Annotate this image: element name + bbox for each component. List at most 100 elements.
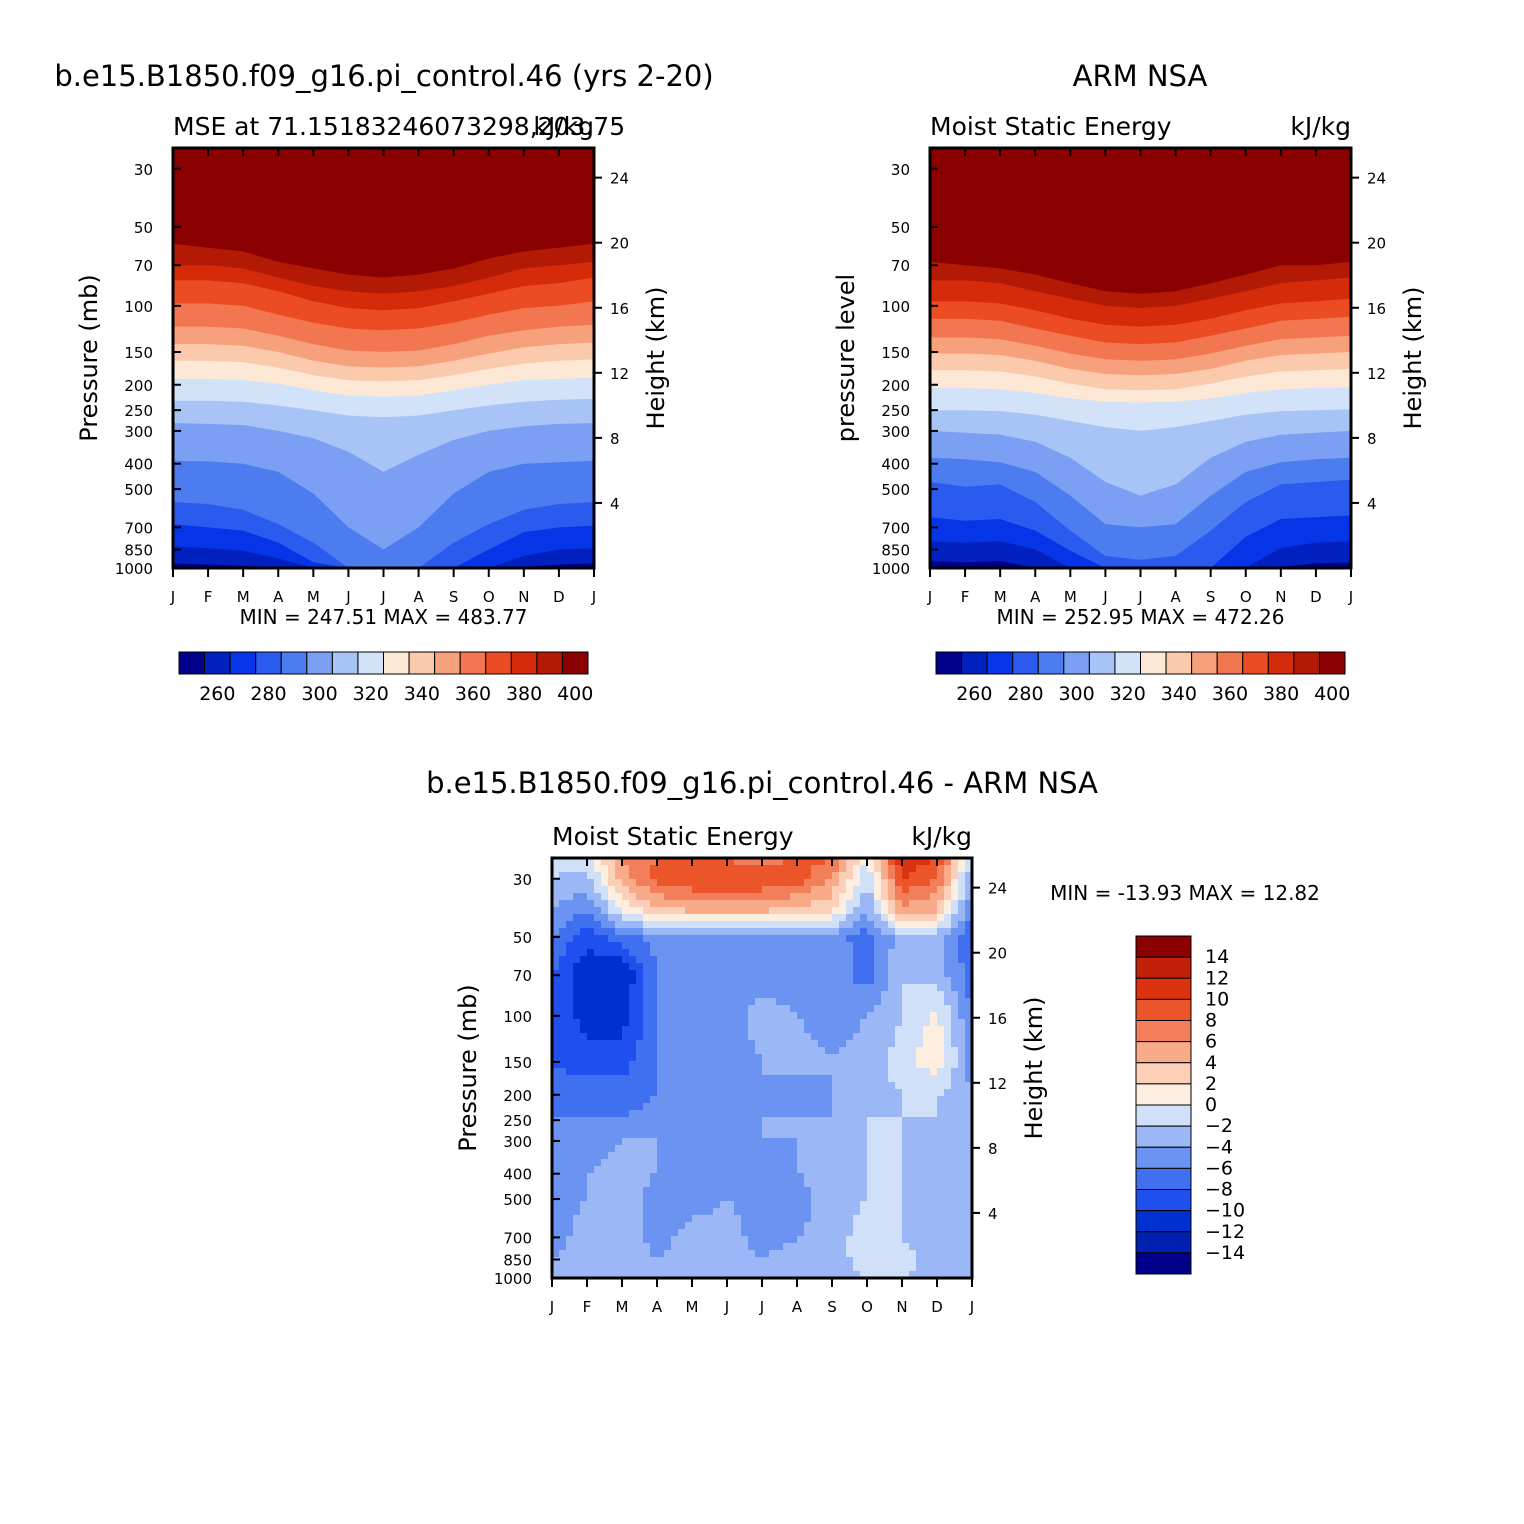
contour-cell xyxy=(587,1082,595,1090)
contour-cell xyxy=(636,1054,644,1062)
contour-cell xyxy=(629,942,637,950)
contour-cell xyxy=(769,1026,777,1034)
contour-cell xyxy=(573,1180,581,1188)
contour-cell xyxy=(776,893,784,901)
contour-cell xyxy=(573,1250,581,1258)
contour-cell xyxy=(720,1047,728,1055)
contour-cell xyxy=(734,893,742,901)
contour-cell xyxy=(860,1166,868,1174)
contour-cell xyxy=(797,1166,805,1174)
contour-cell xyxy=(867,963,875,971)
contour-cell xyxy=(755,1110,763,1118)
contour-cell xyxy=(783,1138,791,1146)
contour-cell xyxy=(923,1166,931,1174)
contour-cell xyxy=(909,865,917,873)
contour-cell xyxy=(874,956,882,964)
contour-cell xyxy=(874,1208,882,1216)
contour-cell xyxy=(720,865,728,873)
contour-cell xyxy=(797,865,805,873)
contour-cell xyxy=(951,914,959,922)
contour-cell xyxy=(951,1271,959,1278)
contour-cell xyxy=(818,1159,826,1167)
contour-cell xyxy=(552,1180,560,1188)
contour-cell xyxy=(895,1222,903,1230)
contour-cell xyxy=(958,1033,966,1041)
contour-cell xyxy=(720,879,728,887)
contour-cell xyxy=(720,942,728,950)
contour-cell xyxy=(937,1096,945,1104)
contour-cell xyxy=(685,1075,693,1083)
contour-cell xyxy=(594,935,602,943)
contour-cell xyxy=(629,1124,637,1132)
contour-cell xyxy=(909,1096,917,1104)
contour-cell xyxy=(888,865,896,873)
contour-cell xyxy=(839,1264,847,1272)
contour-cell xyxy=(573,935,581,943)
contour-cell xyxy=(685,1005,693,1013)
contour-cell xyxy=(608,1159,616,1167)
contour-cell xyxy=(650,1075,658,1083)
contour-cell xyxy=(790,1124,798,1132)
contour-cell xyxy=(657,1257,665,1265)
contour-cell xyxy=(867,1222,875,1230)
contour-cell xyxy=(867,872,875,880)
contour-cell xyxy=(888,1131,896,1139)
contour-cell xyxy=(608,1047,616,1055)
contour-cell xyxy=(965,1257,972,1265)
contour-cell xyxy=(713,1264,721,1272)
contour-cell xyxy=(804,1257,812,1265)
contour-cell xyxy=(643,1131,651,1139)
contour-cell xyxy=(727,942,735,950)
contour-cell xyxy=(874,1012,882,1020)
contour-cell xyxy=(965,942,972,950)
contour-cell xyxy=(937,1033,945,1041)
contour-cell xyxy=(650,1131,658,1139)
contour-cell xyxy=(825,1180,833,1188)
contour-cell xyxy=(846,900,854,908)
contour-cell xyxy=(839,1131,847,1139)
contour-cell xyxy=(762,1159,770,1167)
contour-cell xyxy=(601,1082,609,1090)
contour-cell xyxy=(853,886,861,894)
contour-cell xyxy=(727,1215,735,1223)
contour-cell xyxy=(895,1166,903,1174)
contour-cell xyxy=(783,1250,791,1258)
contour-cell xyxy=(552,1026,560,1034)
contour-cell xyxy=(678,1026,686,1034)
contour-cell xyxy=(902,907,910,915)
contour-cell xyxy=(839,1103,847,1111)
contour-cell xyxy=(741,1243,749,1251)
contour-cell xyxy=(657,1236,665,1244)
contour-cell xyxy=(629,956,637,964)
contour-cell xyxy=(734,886,742,894)
contour-cell xyxy=(671,963,679,971)
contour-cell xyxy=(685,921,693,929)
contour-cell xyxy=(881,984,889,992)
contour-cell xyxy=(825,1019,833,1027)
contour-cell xyxy=(790,872,798,880)
contour-cell xyxy=(769,1075,777,1083)
contour-cell xyxy=(825,949,833,957)
contour-cell xyxy=(881,991,889,999)
contour-cell xyxy=(657,1243,665,1251)
contour-cell xyxy=(671,1236,679,1244)
contour-cell xyxy=(881,1068,889,1076)
contour-cell xyxy=(832,879,840,887)
contour-cell xyxy=(825,1173,833,1181)
contour-cell xyxy=(804,984,812,992)
contour-cell xyxy=(650,893,658,901)
contour-cell xyxy=(937,1026,945,1034)
colorbar-label: 6 xyxy=(1205,1031,1217,1053)
contour-cell xyxy=(615,1131,623,1139)
contour-cell xyxy=(629,1201,637,1209)
contour-cell xyxy=(629,1047,637,1055)
contour-cell xyxy=(769,1173,777,1181)
contour-cell xyxy=(916,1124,924,1132)
contour-cell xyxy=(699,1257,707,1265)
contour-cell xyxy=(881,1026,889,1034)
contour-cell xyxy=(895,1243,903,1251)
contour-cell xyxy=(804,1215,812,1223)
contour-cell xyxy=(741,900,749,908)
pressure-tick-label: 300 xyxy=(881,423,910,441)
contour-cell xyxy=(706,1012,714,1020)
